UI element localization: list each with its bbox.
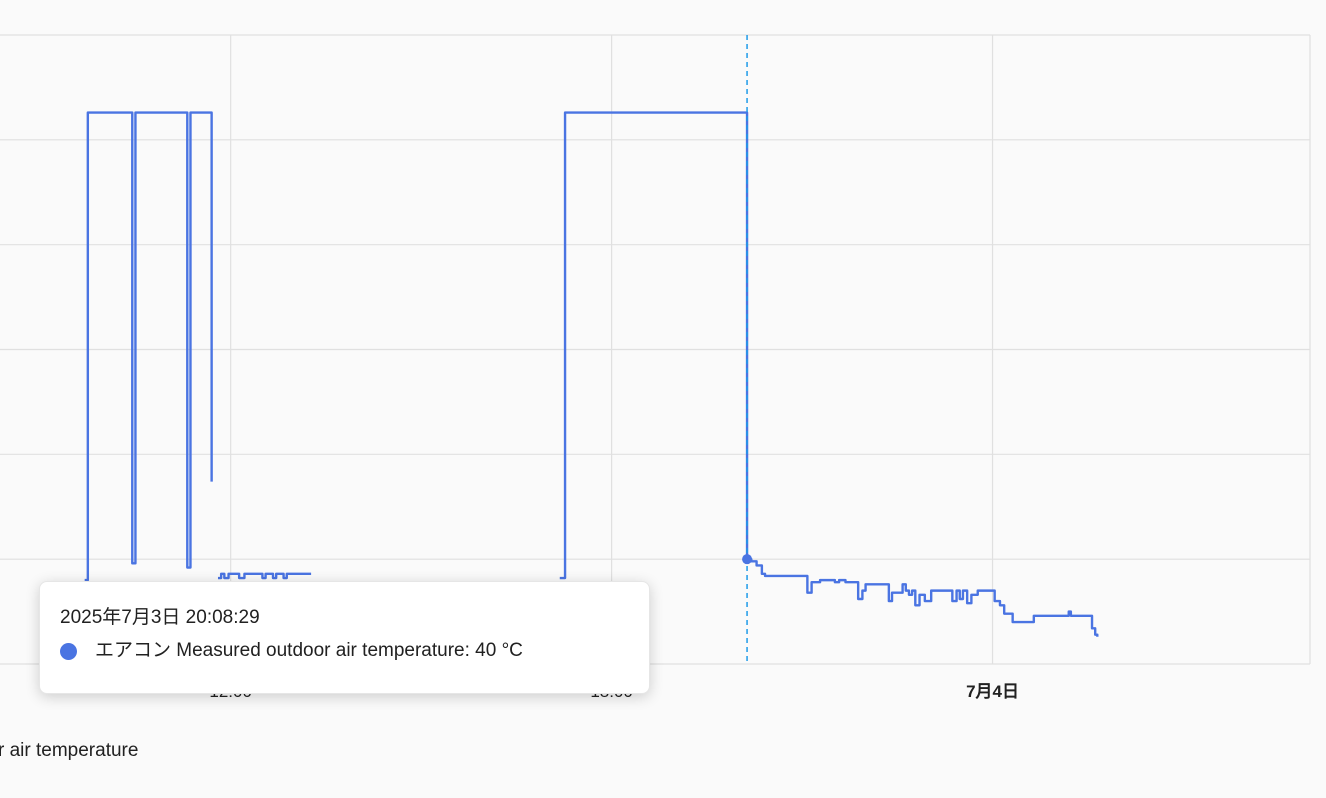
- series-line: [559, 111, 1099, 637]
- x-tick-label: 7月4日: [966, 682, 1019, 701]
- series-color-dot-icon: [60, 642, 77, 660]
- tooltip-row: エアコン Measured outdoor air temperature: 4…: [60, 639, 629, 663]
- tooltip-value: エアコン Measured outdoor air temperature: 4…: [95, 640, 523, 661]
- tooltip: 2025年7月3日 20:08:29 エアコン Measured outdoor…: [39, 581, 650, 694]
- hover-indicator: [742, 35, 753, 664]
- legend-label: r air temperature: [0, 740, 139, 761]
- series-lines: [84, 111, 1099, 637]
- series-line: [84, 111, 213, 582]
- hover-point: [742, 554, 753, 565]
- legend-item[interactable]: r air temperature: [0, 740, 138, 762]
- tooltip-time: 2025年7月3日 20:08:29: [60, 607, 260, 628]
- grid: [0, 34, 1311, 665]
- series-line: [217, 572, 312, 580]
